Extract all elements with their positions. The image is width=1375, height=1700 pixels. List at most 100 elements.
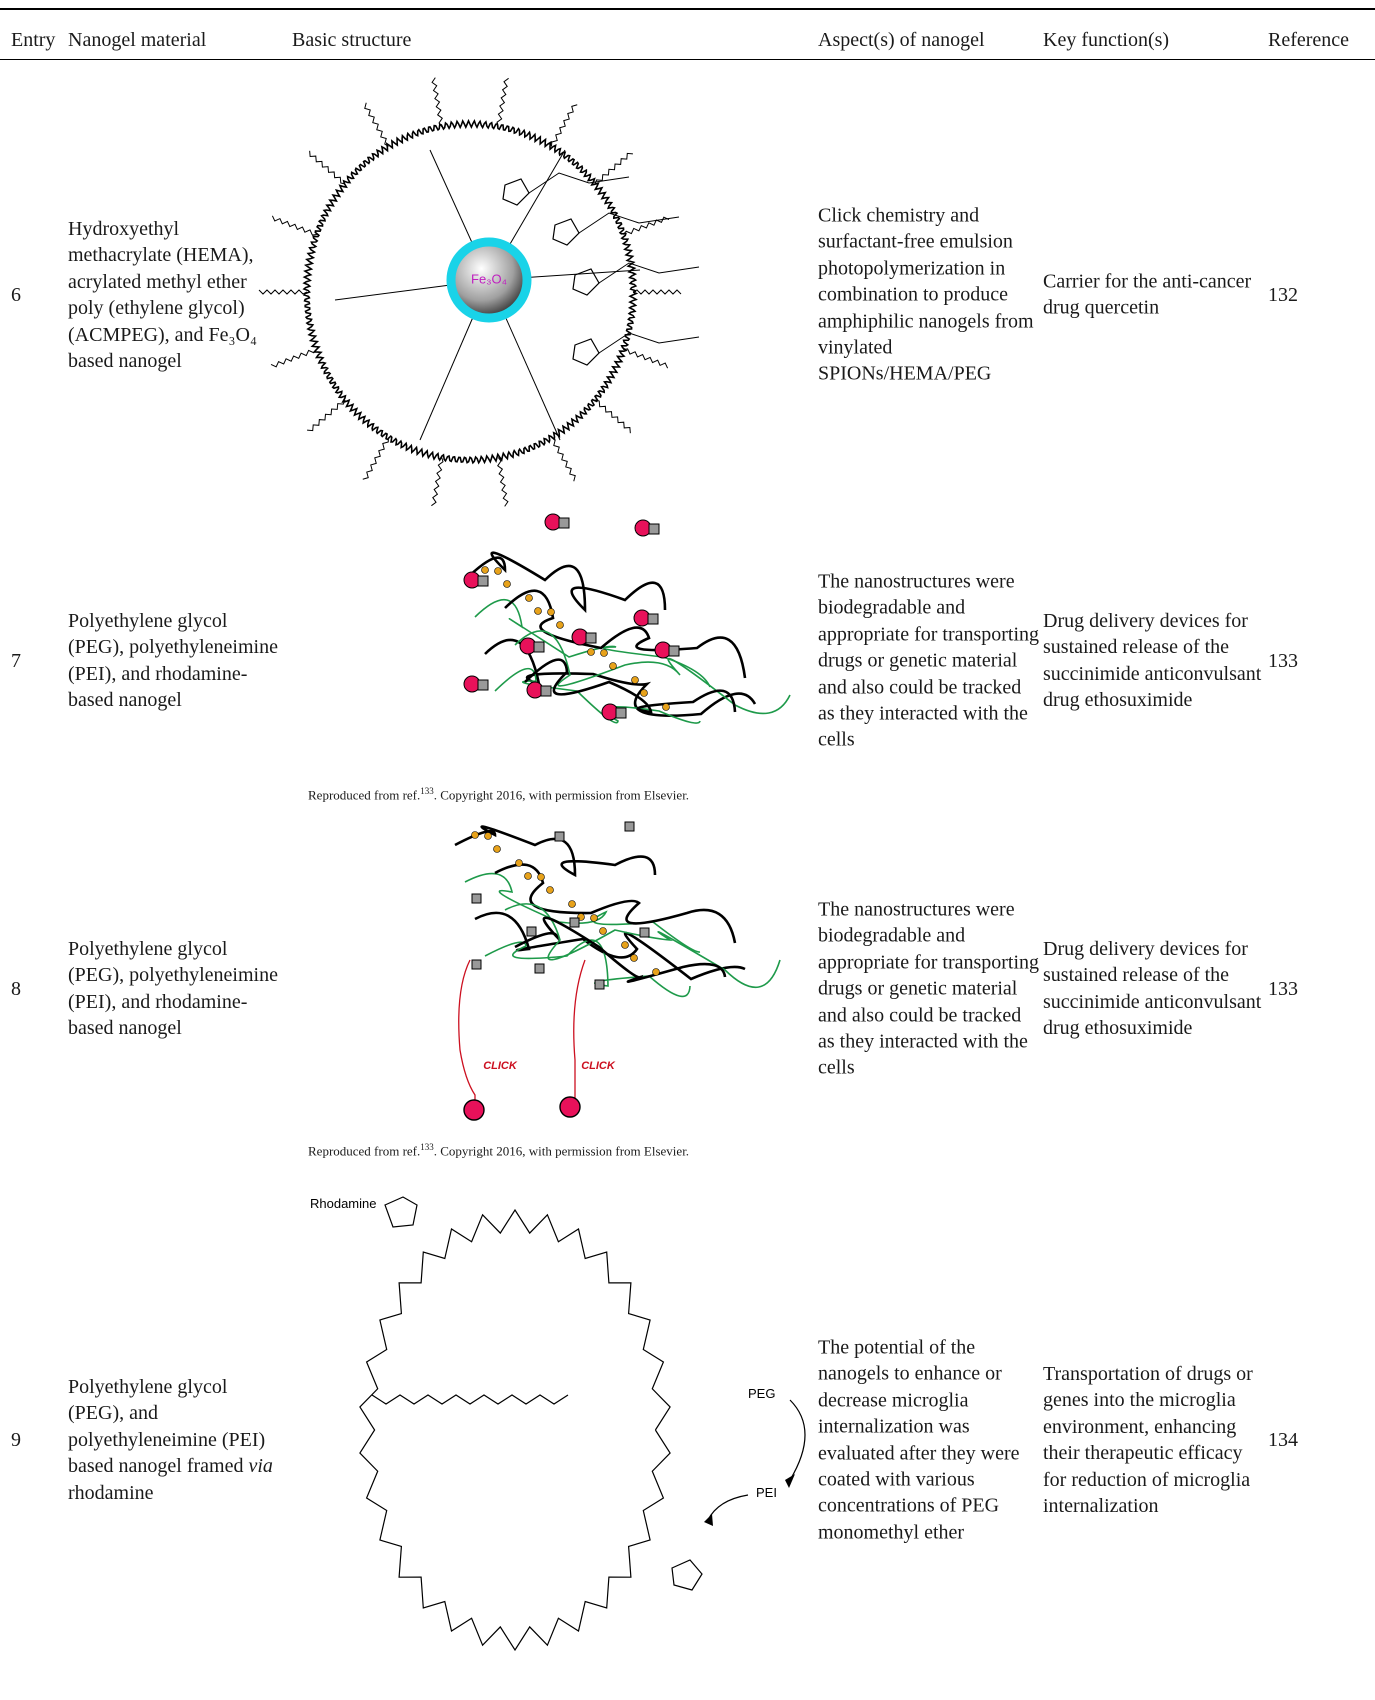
material: Polyethylene glycol (PEG), and polyethyl…: [68, 1374, 280, 1506]
drawing: [547, 608, 555, 616]
drawing: [431, 457, 444, 507]
drawing: [630, 954, 638, 962]
aspect: The nanostructures were biodegradable an…: [818, 570, 1040, 752]
caption: Reproduced from ref.133. Copyright 2016,…: [308, 783, 689, 803]
drawing: [662, 703, 670, 711]
drawing: [477, 575, 489, 587]
drawing: [551, 104, 578, 147]
drawing: [668, 645, 680, 657]
drawing: [533, 641, 545, 653]
diagram-peg-pei-nanogel: [463, 513, 791, 724]
diagram-rhodamine-nanogel: [359, 1196, 806, 1652]
drawing: [534, 963, 545, 974]
caption-text: Reproduced from ref.: [308, 787, 421, 803]
drawing: [471, 959, 482, 970]
aspect: The nanostructures were biodegradable an…: [818, 898, 1040, 1080]
caption-text: 133: [420, 786, 434, 796]
drawing: [594, 152, 633, 185]
header-cell: Basic structure: [292, 29, 412, 51]
drawing: [554, 831, 565, 842]
drawing: [590, 914, 598, 922]
drawing: [464, 551, 667, 614]
header-cell: Key function(s): [1043, 29, 1170, 51]
material: Polyethylene glycol (PEG), polyethylenei…: [68, 936, 280, 1042]
drawing: [704, 1514, 713, 1526]
drawing: [578, 212, 680, 234]
drawing: [534, 607, 542, 615]
drawing: [621, 941, 629, 949]
drawing: [463, 1099, 485, 1121]
drawing: [707, 1494, 749, 1521]
drawing: [615, 707, 627, 719]
drawing: [371, 1394, 569, 1405]
aspect: The potential of the nanogels to enhance…: [818, 1336, 1020, 1544]
peg-label: PEG: [748, 1386, 775, 1401]
drawing: [609, 662, 617, 670]
pei-label: PEI: [756, 1485, 777, 1500]
drawing: [481, 566, 489, 574]
drawing: [572, 268, 600, 296]
drawing: [624, 821, 635, 832]
drawing: [362, 437, 389, 480]
drawing: [364, 102, 389, 147]
drawing: [454, 825, 657, 878]
drawing: [652, 968, 660, 976]
top-rule: [0, 8, 1375, 10]
reference: 132: [1268, 283, 1298, 306]
drawing: [631, 676, 639, 684]
aspect: Click chemistry and surfactant-free emul…: [818, 204, 1034, 386]
drawing: [524, 658, 737, 714]
drawing: [789, 1399, 806, 1481]
drawing: [302, 118, 639, 465]
reference: 134: [1268, 1428, 1298, 1451]
drawing: [587, 648, 595, 656]
header-cell: Aspect(s) of nanogel: [818, 29, 985, 51]
diagram-click-nanogel: [454, 821, 781, 1121]
drawing: [551, 437, 576, 482]
drawing: [526, 926, 537, 937]
drawing: [785, 1474, 795, 1488]
drawing: [556, 621, 564, 629]
drawing: [671, 1559, 703, 1591]
drawing: [639, 927, 650, 938]
drawing: [525, 594, 533, 602]
drawing: [515, 859, 523, 867]
drawing: [471, 831, 479, 839]
drawing: [484, 832, 492, 840]
drawing: [537, 873, 545, 881]
key-function: Drug delivery devices for sustained rele…: [1043, 938, 1262, 1040]
drawing: [502, 178, 530, 206]
header-cell: Entry: [11, 29, 56, 51]
material: Hydroxyethyl methacrylate (HEMA), acryla…: [68, 216, 280, 374]
drawing: [431, 77, 443, 127]
drawing: [458, 959, 476, 1105]
drawing: [585, 632, 597, 644]
drawing: [309, 150, 346, 185]
drawing: [474, 911, 746, 981]
material-text: rhodamine: [68, 1481, 154, 1504]
caption-text: . Copyright 2016, with permission from E…: [433, 787, 690, 803]
drawing: [558, 517, 570, 529]
rhodamine-label: Rhodamine: [310, 1196, 377, 1211]
drawing: [484, 939, 691, 998]
click-label: CLICK: [483, 1060, 518, 1072]
core-label: Fe₃O₄: [471, 271, 507, 286]
material-text: via: [248, 1455, 273, 1478]
drawing: [598, 262, 700, 284]
drawing: [623, 348, 669, 369]
drawing: [497, 457, 509, 507]
drawing: [270, 349, 318, 368]
key-function: Transportation of drugs or genes into th…: [1043, 1362, 1253, 1517]
drawing: [622, 216, 670, 235]
drawing: [514, 916, 727, 983]
key-function: Drug delivery devices for sustained rele…: [1043, 610, 1262, 712]
material-text: Hydroxyethyl methacrylate (HEMA), acryla…: [68, 217, 257, 372]
drawing: [384, 1196, 418, 1228]
material-text: Polyethylene glycol (PEG), polyethylenei…: [68, 610, 278, 712]
entry: 9: [11, 1428, 21, 1451]
drawing: [540, 685, 552, 697]
header-cell: Nanogel material: [68, 29, 207, 51]
key-function: Carrier for the anti-cancer drug quercet…: [1043, 270, 1252, 319]
material: Polyethylene glycol (PEG), polyethylenei…: [68, 608, 280, 714]
